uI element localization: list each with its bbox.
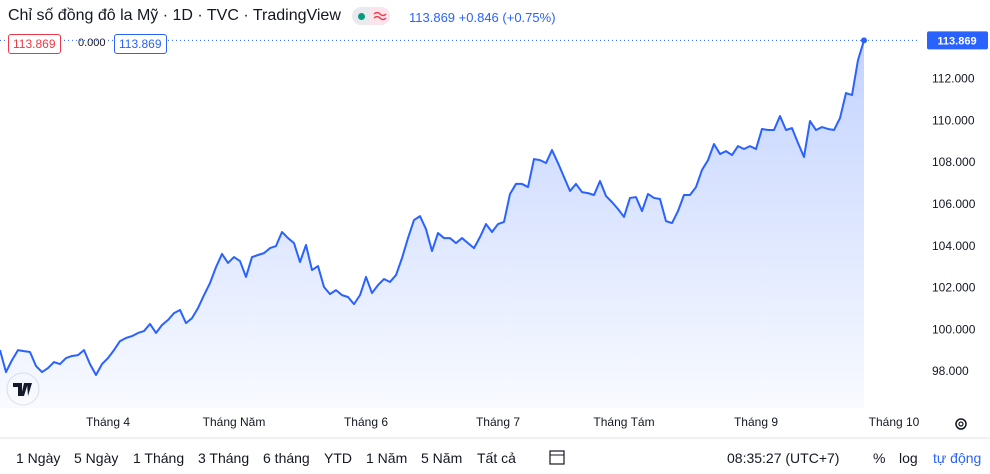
x-tick-label: Tháng Năm — [203, 415, 266, 429]
x-tick-label: Tháng 4 — [86, 415, 130, 429]
realtime-icon — [370, 7, 390, 25]
last-point — [861, 37, 867, 44]
x-tick-label: Tháng 7 — [476, 415, 520, 429]
auto-toggle[interactable]: tự động — [933, 450, 982, 466]
chart-title: Chỉ số đồng đô la Mỹ · 1D · TVC · Tradin… — [8, 7, 341, 24]
area-fill — [0, 40, 864, 409]
range-button[interactable]: YTD — [324, 450, 352, 466]
range-button[interactable]: 1 Tháng — [133, 450, 185, 466]
quote: 113.869 +0.846 (+0.75%) — [409, 10, 556, 25]
range-button[interactable]: 5 Năm — [421, 450, 463, 466]
settings-icon[interactable] — [955, 418, 967, 430]
range-button[interactable]: 3 Tháng — [198, 450, 250, 466]
percent-toggle[interactable]: % — [873, 450, 886, 466]
price-tag — [927, 31, 988, 50]
y-tick-label: 108.000 — [932, 155, 976, 169]
legend-change: 0.000 — [78, 37, 106, 49]
legend-close: 113.869 — [114, 34, 167, 54]
range-button[interactable]: 6 tháng — [263, 450, 310, 466]
range-button[interactable]: Tất cả — [477, 450, 516, 466]
quote-change-percent: (+0.75%) — [502, 10, 556, 25]
x-tick-label: Tháng 10 — [869, 415, 920, 429]
calendar-icon[interactable] — [549, 450, 565, 465]
status-icon — [352, 7, 370, 25]
y-tick-label: 112.000 — [932, 72, 975, 86]
y-tick-label: 100.000 — [932, 322, 976, 336]
quote-change: +0.846 — [458, 10, 499, 25]
y-tick-label: 104.000 — [932, 239, 976, 253]
range-button[interactable]: 1 Ngày — [16, 450, 61, 466]
y-tick-label: 102.000 — [932, 281, 976, 295]
range-button[interactable]: 5 Ngày — [74, 450, 119, 466]
y-tick-label: 110.000 — [932, 113, 975, 127]
y-tick-label: 98.000 — [932, 364, 969, 378]
x-tick-label: Tháng 9 — [734, 415, 778, 429]
log-toggle[interactable]: log — [899, 450, 918, 466]
price-tag-label: 113.869 — [937, 35, 976, 47]
y-tick-label: 106.000 — [932, 197, 976, 211]
price-line — [0, 40, 865, 376]
range-button[interactable]: 1 Năm — [366, 450, 408, 466]
legend-open: 113.869 — [8, 34, 61, 54]
quote-price: 113.869 — [409, 10, 456, 25]
x-tick-label: Tháng 6 — [344, 415, 388, 429]
x-tick-label: Tháng Tám — [593, 415, 654, 429]
clock: 08:35:27 (UTC+7) — [727, 450, 840, 466]
